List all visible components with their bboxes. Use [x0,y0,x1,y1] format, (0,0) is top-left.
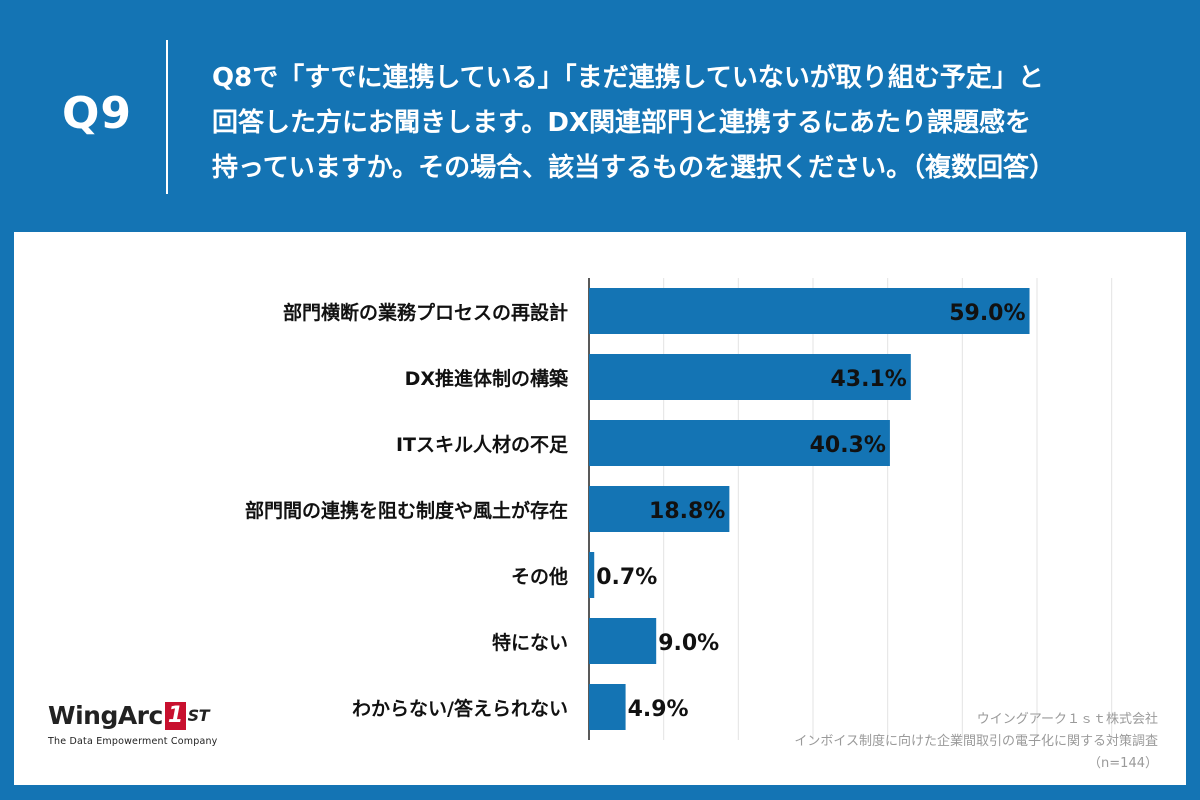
bar [589,684,626,730]
question-line: 持っていますか。その場合、該当するものを選択ください。（複数回答） [212,153,1056,183]
bar [589,420,890,466]
logo-name: WingArc [48,701,163,730]
bar [589,618,657,664]
header-divider [166,40,168,194]
bar [589,288,1030,334]
logo-suffix: ST [187,706,210,725]
data-label: 0.7% [596,565,657,590]
category-label: その他 [511,565,568,588]
data-label: 9.0% [658,631,719,656]
category-label: 部門横断の業務プロセスの再設計 [283,301,568,324]
bar [589,552,595,598]
bar [589,354,911,400]
question-number: Q9 [62,88,133,139]
logo-tagline: The Data Empowerment Company [48,736,218,747]
company-logo: WingArc 1 ST The Data Empowerment Compan… [48,701,218,747]
logo-mark: 1 [164,701,186,730]
data-label: 43.1% [830,367,906,392]
source-survey: インボイス制度に向けた企業間取引の電子化に関する対策調査 [794,734,1158,749]
bar [589,486,730,532]
source-note: ウイングアーク１ｓｔ株式会社 インボイス制度に向けた企業間取引の電子化に関する対… [794,709,1158,775]
category-label: 部門間の連携を阻む制度や風土が存在 [245,499,568,522]
category-label: ITスキル人材の不足 [396,433,569,456]
data-label: 40.3% [810,433,886,458]
category-label: 特にない [492,632,568,654]
header: Q9 Q8で「すでに連携している」「まだ連携していないが取り組む予定」と 回答し… [0,0,1200,232]
question-text: Q8で「すでに連携している」「まだ連携していないが取り組む予定」と 回答した方に… [212,56,1162,191]
category-label: DX推進体制の構築 [405,367,569,390]
source-company: ウイングアーク１ｓｔ株式会社 [976,712,1158,727]
source-sample: （n=144） [1088,756,1158,771]
data-label: 18.8% [649,499,725,524]
question-line: 回答した方にお聞きします。DX関連部門と連携するにあたり課題感を [212,108,1032,138]
category-label: わからない/答えられない [352,697,568,720]
question-line: Q8で「すでに連携している」「まだ連携していないが取り組む予定」と [212,63,1044,93]
data-label: 4.9% [628,697,689,722]
data-label: 59.0% [949,301,1025,326]
